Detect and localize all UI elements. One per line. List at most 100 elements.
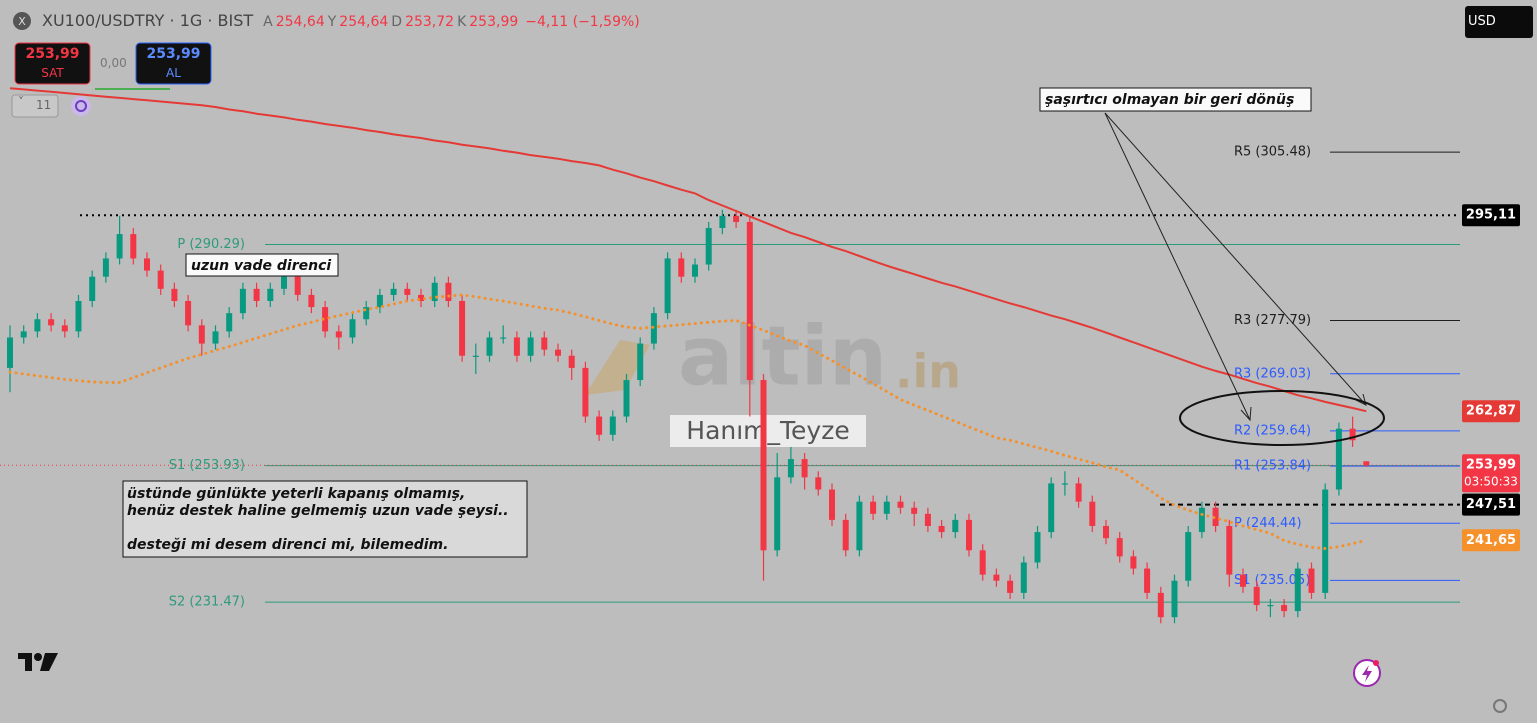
pivot-label: R1 (253.84) (1234, 459, 1311, 474)
ohlc-value: 253,99 (469, 14, 519, 30)
candle-body (760, 380, 767, 551)
candle-body (157, 270, 164, 289)
candle-body (527, 337, 534, 356)
candle-body (596, 416, 603, 435)
candle-body (856, 501, 863, 551)
ohlc-key: A (263, 14, 273, 30)
candle-body (1198, 507, 1205, 533)
sell-label: SAT (41, 66, 64, 80)
symbol-icon (13, 12, 31, 30)
candle-body (322, 307, 329, 332)
pivot-label: S2 (231.47) (169, 595, 245, 610)
candle-body (335, 331, 342, 338)
candle-body (1116, 538, 1123, 557)
candle-body (842, 519, 849, 551)
candle-body (1075, 483, 1082, 502)
candle-body (568, 355, 575, 368)
candle-body (226, 313, 233, 332)
pivot-label: R3 (277.79) (1234, 313, 1311, 328)
moving-average (9, 87, 1367, 413)
candle-body (116, 234, 123, 259)
author-box (670, 415, 866, 447)
price-tag-label: 241,65 (1466, 533, 1516, 548)
price-tag (1462, 204, 1520, 227)
candle-body (500, 337, 507, 339)
candle-body (1171, 580, 1178, 618)
candle-body (20, 331, 27, 338)
price-tag (1462, 529, 1520, 552)
price-tag-label: 247,51 (1466, 497, 1516, 512)
change: −4,11 (−1,59%) (525, 14, 640, 30)
price-tag (1462, 493, 1520, 516)
candle-body (966, 519, 972, 551)
annotation-text: şaşırtıcı olmayan bir geri dönüş (1045, 92, 1294, 108)
annotation-box (1039, 87, 1312, 112)
candle-body (445, 282, 452, 301)
candle-body (1322, 489, 1329, 593)
candle-body (363, 307, 370, 320)
candle-body (1253, 586, 1260, 606)
arrow-head (1240, 406, 1252, 422)
candle-body (719, 215, 726, 229)
settings-icon[interactable] (1493, 699, 1507, 713)
buy-price: 253,99 (146, 46, 201, 62)
candle-body (692, 264, 698, 277)
sell-button[interactable] (14, 42, 91, 85)
candle-body (664, 258, 671, 314)
candle-body (1226, 525, 1233, 575)
candle-body (979, 550, 986, 575)
buy-label: AL (166, 66, 181, 80)
candle-body (48, 319, 55, 326)
candle-body (34, 319, 41, 332)
candle-body (431, 282, 438, 301)
sell-price: 253,99 (25, 46, 80, 62)
candle-body (144, 258, 150, 271)
buy-button[interactable] (135, 42, 212, 85)
candle-body (952, 519, 959, 533)
candle-body (911, 507, 918, 514)
candle-body (1157, 592, 1164, 618)
price-tag-label: 295,11 (1466, 208, 1516, 223)
candle-body (938, 525, 945, 533)
indicator-toggle[interactable] (11, 94, 59, 118)
candle-body (582, 367, 589, 417)
ohlc-value: 253,72 (405, 14, 455, 30)
candle-body (1061, 483, 1068, 485)
candle-body (376, 294, 383, 308)
price-tag (1462, 454, 1520, 493)
pivot-label: R2 (259.64) (1234, 423, 1311, 438)
candle-body (308, 294, 315, 308)
candle-body (870, 501, 877, 514)
annotations: uzun vade direnci şaşırtıcı olmayan bir … (122, 87, 1385, 558)
candle-body (267, 288, 274, 301)
candle-body (281, 276, 287, 289)
candle-body (1007, 580, 1014, 593)
candle-body (746, 221, 753, 381)
pivot-label: S1 (235.05) (1234, 573, 1310, 588)
pivot-label: P (244.44) (1234, 516, 1302, 531)
candle-body (801, 459, 808, 478)
candle-body (130, 234, 137, 259)
candle-body (459, 300, 466, 356)
candle-body (774, 477, 781, 551)
candle-body (1103, 525, 1109, 539)
candle-body (185, 300, 192, 326)
chevron: ˅ (18, 95, 24, 109)
candle-body (829, 489, 835, 520)
candle-body (1349, 428, 1356, 441)
candle-body (637, 343, 644, 381)
candle-body (1020, 562, 1027, 593)
currency-button[interactable] (1465, 6, 1533, 38)
arrow (1104, 112, 1367, 406)
refresh-icon[interactable] (71, 96, 91, 116)
logo-part (40, 653, 58, 671)
candle-body (212, 331, 219, 344)
candle-body (294, 276, 301, 295)
logo-part (34, 653, 42, 661)
annotation-box (122, 480, 528, 558)
candle-body (1130, 556, 1137, 569)
price-tag-label: 262,87 (1466, 404, 1516, 419)
alert-bolt (1362, 665, 1372, 682)
moving-average (8, 293, 1368, 551)
